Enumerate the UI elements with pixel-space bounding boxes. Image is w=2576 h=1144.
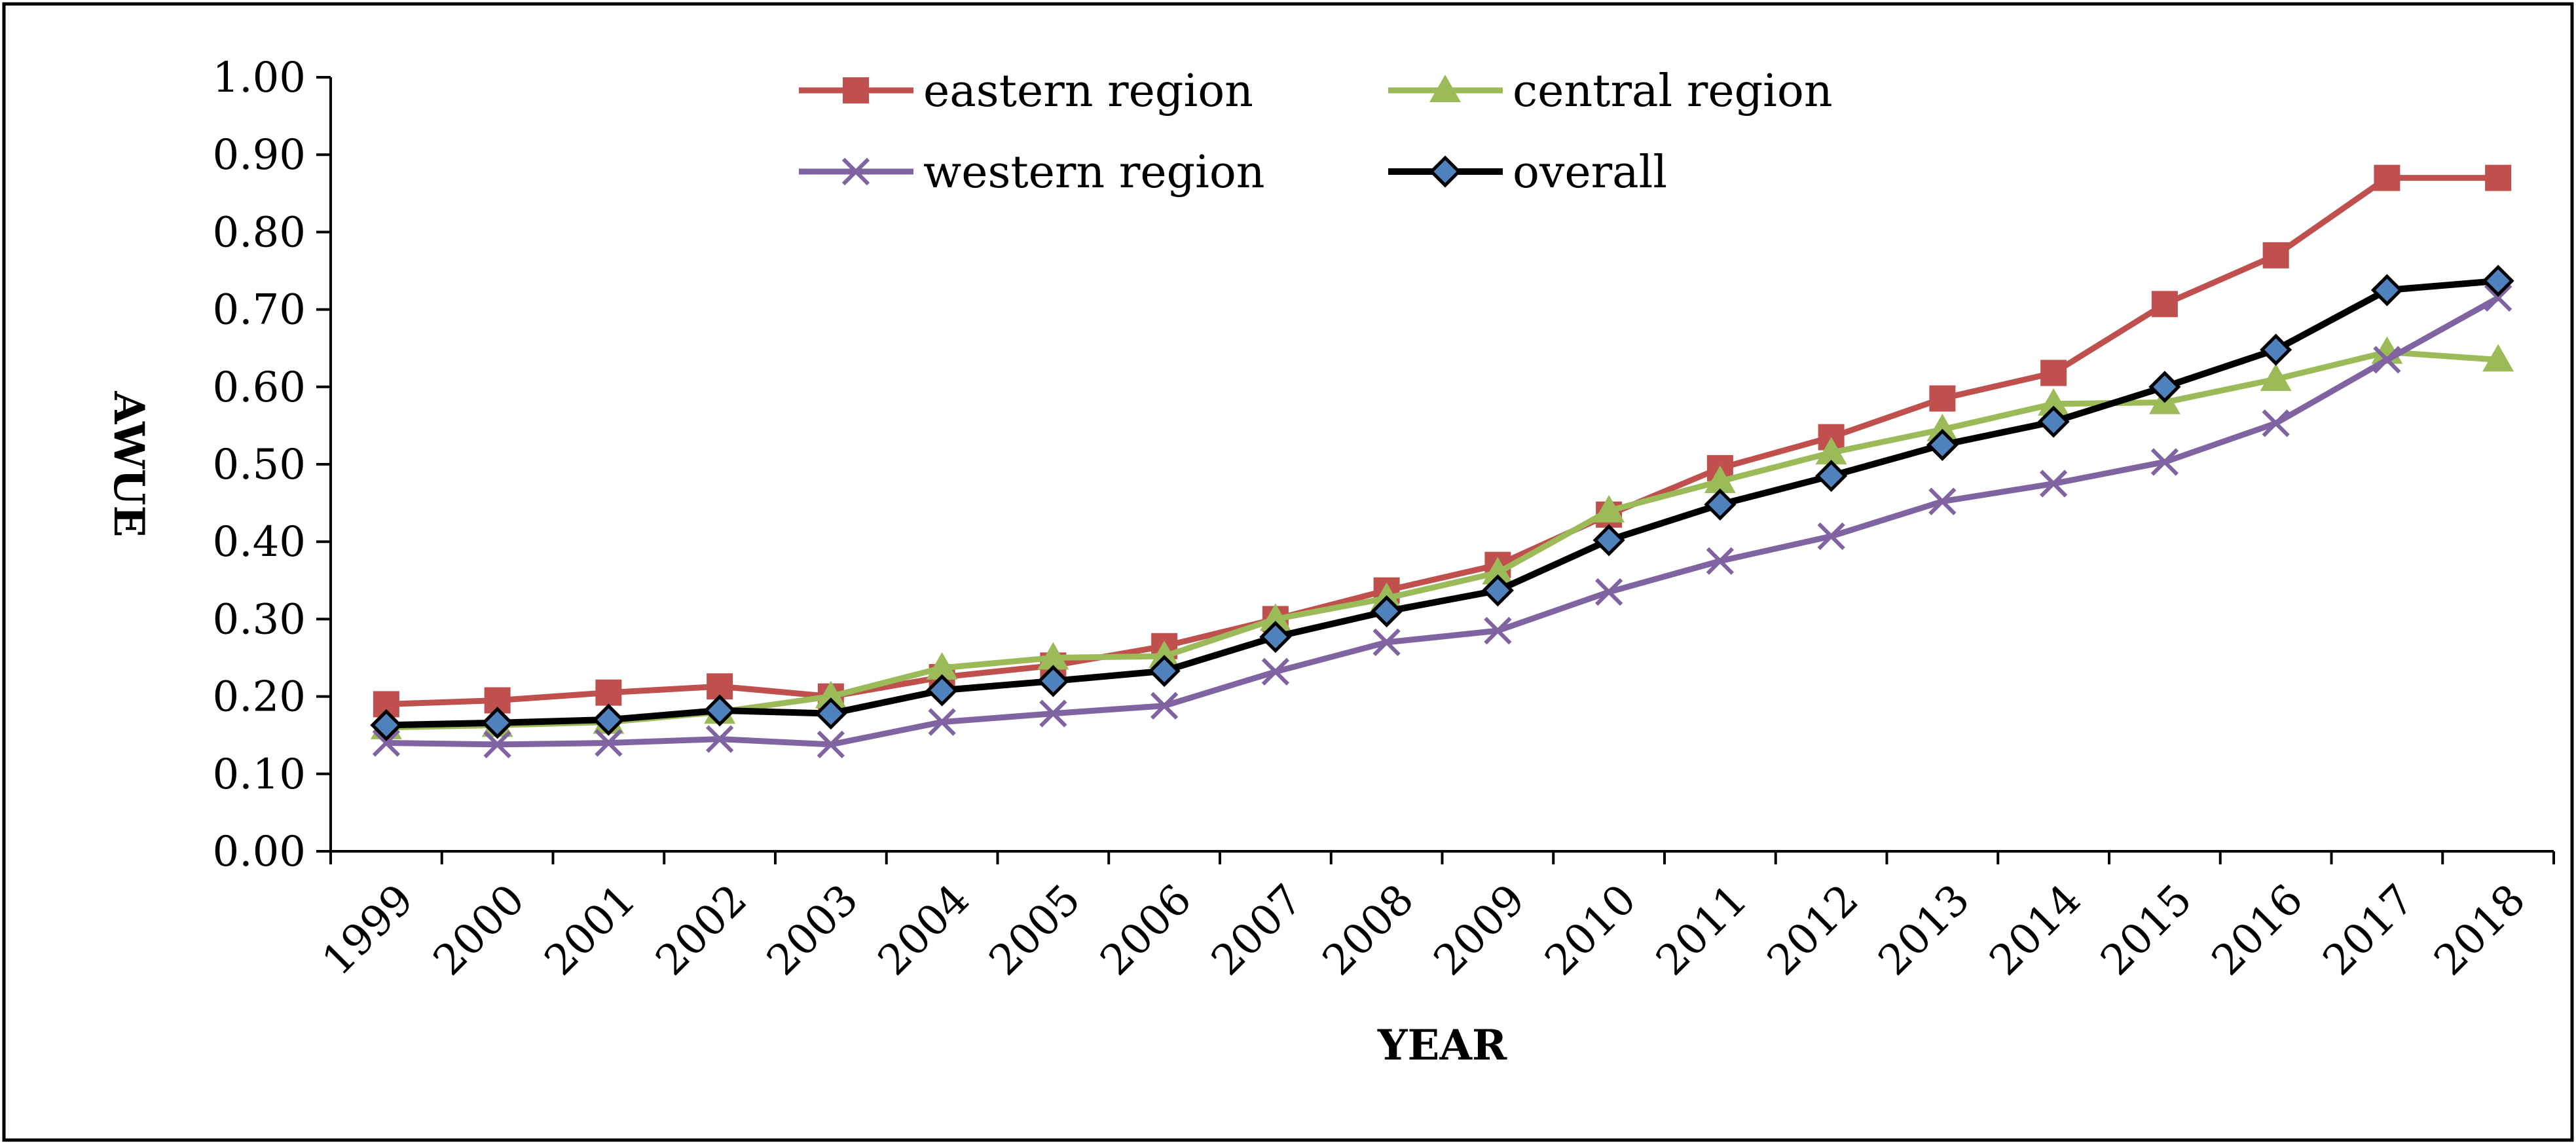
data-point — [2262, 242, 2289, 268]
data-point — [592, 703, 625, 736]
data-point — [815, 680, 847, 709]
data-point — [926, 674, 959, 707]
data-point — [1592, 524, 1625, 557]
data-point — [2484, 284, 2512, 312]
data-point — [1706, 547, 1734, 575]
data-point — [1704, 488, 1737, 521]
data-point — [1815, 460, 1848, 492]
data-point — [595, 679, 622, 706]
data-point — [1926, 413, 1959, 441]
series-group — [370, 164, 2514, 759]
data-point — [1259, 621, 1292, 654]
y-tick-label: 0.60 — [213, 363, 306, 412]
data-point — [370, 709, 403, 741]
data-point — [2485, 164, 2512, 191]
y-tick-label: 1.00 — [213, 54, 306, 102]
data-point — [1481, 574, 1514, 607]
data-point — [1037, 642, 1069, 670]
data-point — [483, 730, 511, 759]
legend-marker — [1429, 75, 1461, 102]
y-tick-label: 0.00 — [213, 828, 306, 876]
legend-item: western region — [799, 147, 1265, 198]
data-point — [2148, 371, 2181, 403]
data-point — [2370, 274, 2403, 306]
data-point — [1150, 692, 1179, 720]
data-point — [1817, 522, 1845, 551]
data-point — [2150, 448, 2179, 476]
series-line — [386, 295, 2500, 748]
data-point — [2482, 265, 2514, 297]
data-point — [1926, 428, 1959, 461]
data-point — [1704, 466, 1736, 494]
y-tick-label: 0.70 — [213, 286, 306, 335]
x-axis-title: YEAR — [1377, 1021, 1507, 1070]
y-tick-label: 0.40 — [213, 518, 306, 566]
data-point — [926, 652, 958, 680]
data-point — [2482, 344, 2514, 372]
data-point — [1372, 628, 1401, 656]
data-point — [1037, 665, 1069, 697]
data-point — [2373, 346, 2401, 374]
data-point — [2037, 405, 2070, 438]
legend-item: central region — [1388, 65, 1833, 117]
y-tick-label: 0.10 — [213, 750, 306, 799]
legend-label: eastern region — [923, 65, 1253, 117]
data-point — [817, 730, 845, 759]
data-point — [928, 708, 956, 736]
y-tick-label: 0.90 — [213, 131, 306, 179]
data-point — [481, 707, 514, 739]
legend-marker — [841, 157, 870, 186]
legend: eastern region central region western regi… — [799, 65, 1833, 198]
data-point — [2038, 388, 2070, 416]
data-point — [2040, 360, 2067, 386]
series-line — [386, 277, 2499, 729]
data-point — [372, 729, 400, 757]
legend-item: overall — [1388, 147, 1667, 198]
legend-marker — [843, 77, 869, 103]
legend-label: western region — [923, 147, 1265, 198]
series-western-region — [372, 284, 2512, 759]
y-axis-title: AWUE — [104, 391, 153, 538]
data-point — [1815, 437, 1847, 465]
data-point — [706, 725, 734, 753]
data-point — [2040, 470, 2068, 498]
data-point — [1595, 578, 1623, 606]
data-point — [703, 694, 736, 727]
data-point — [815, 697, 847, 730]
data-point — [1482, 557, 1514, 585]
y-tick-label: 0.50 — [213, 441, 306, 489]
legend-label: overall — [1513, 147, 1667, 198]
data-point — [2260, 363, 2292, 391]
data-point — [1593, 494, 1625, 523]
data-point — [1371, 595, 1403, 628]
legend-item: eastern region — [799, 65, 1253, 117]
series-line — [386, 175, 2499, 707]
y-axis-ticks: 0.00 0.10 0.20 0.30 0.40 0.50 0.60 0.70 0.80 0.90… — [213, 54, 331, 876]
data-point — [1259, 603, 1291, 631]
data-point — [1148, 655, 1181, 688]
data-point — [1261, 657, 1289, 686]
y-tick-label: 0.80 — [213, 208, 306, 257]
data-point — [2374, 164, 2401, 191]
y-tick-label: 0.30 — [213, 595, 306, 644]
legend-marker — [1429, 155, 1462, 188]
data-point — [595, 729, 623, 757]
y-tick-label: 0.20 — [213, 673, 306, 722]
data-point — [1928, 487, 1957, 515]
data-point — [2151, 291, 2178, 318]
data-point — [2260, 333, 2292, 366]
legend-label: central region — [1513, 65, 1833, 117]
data-point — [1149, 640, 1181, 669]
data-point — [1039, 699, 1067, 728]
data-point — [1484, 617, 1512, 645]
data-point — [2262, 409, 2290, 437]
data-point — [1929, 385, 1956, 412]
series-overall — [370, 265, 2514, 741]
